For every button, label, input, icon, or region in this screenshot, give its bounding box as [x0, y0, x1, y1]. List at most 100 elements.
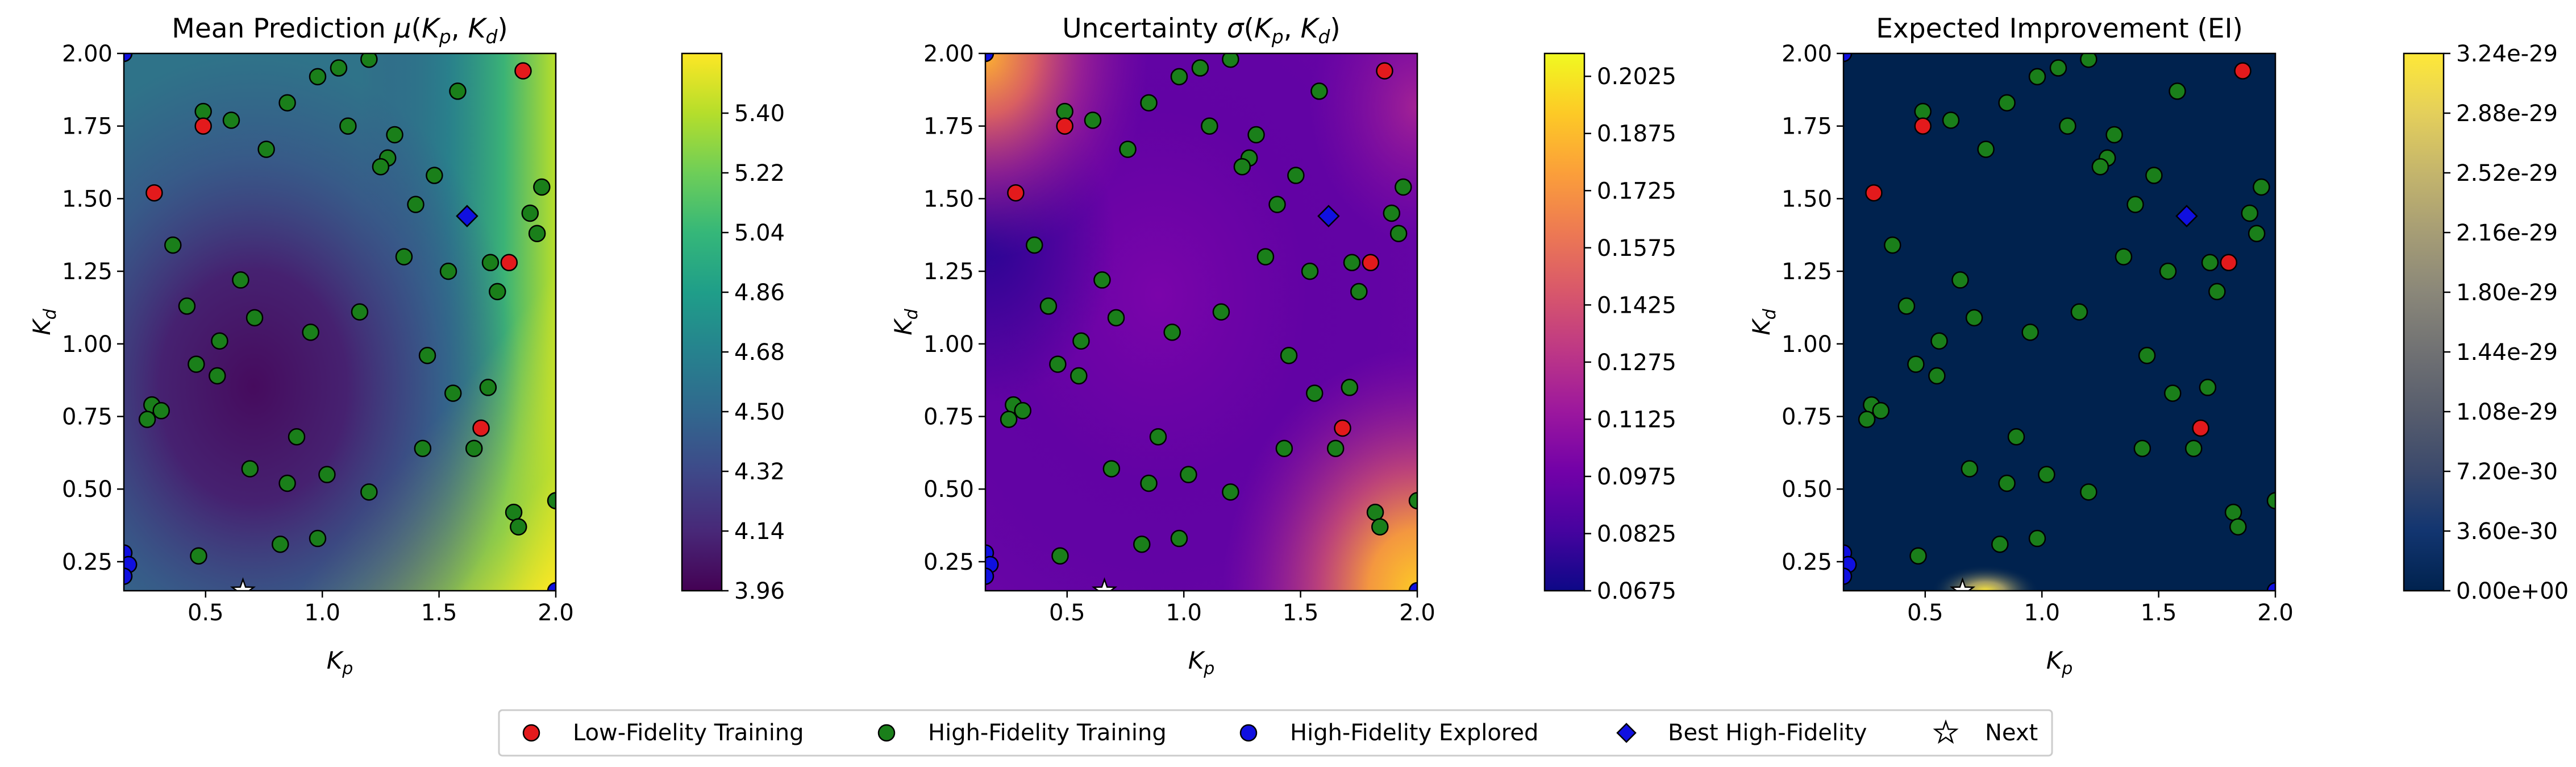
chart-title: Mean Prediction μ(Kp, Kd) [172, 13, 507, 48]
high-fidelity-training-point [1977, 140, 1995, 158]
y-tick-label: 1.50 [923, 186, 974, 212]
legend-item-best-high-fidelity: Best High-Fidelity [1616, 720, 1867, 746]
high-fidelity-training-point [271, 536, 289, 553]
high-fidelity-training-point [2070, 303, 2088, 321]
y-tick-label: 1.75 [1782, 114, 1832, 140]
high-fidelity-training-point [245, 309, 264, 327]
high-fidelity-training-point [1119, 140, 1137, 158]
legend-label-high-fidelity-explored: High-Fidelity Explored [1290, 720, 1538, 746]
x-tick-label: 0.5 [1907, 600, 1944, 626]
high-fidelity-explored-point [124, 53, 133, 63]
high-fidelity-training-point [426, 167, 443, 184]
high-fidelity-training-point [1884, 236, 1901, 254]
y-axis-label: Kd [28, 308, 60, 335]
high-fidelity-training-point [190, 547, 207, 565]
high-fidelity-training-point [1233, 157, 1251, 176]
x-axis-label: Kp [1188, 646, 1215, 679]
legend-label-next: Next [1985, 720, 2038, 746]
high-fidelity-training-point [2115, 248, 2133, 266]
colorbar-tick-label: 1.80e-29 [2456, 280, 2558, 306]
next-point [1091, 577, 1118, 591]
high-fidelity-explored-point [1843, 567, 1853, 585]
high-fidelity-training-point [1140, 474, 1158, 492]
colorbar-tick-label: 4.14 [734, 519, 785, 545]
x-tick-label: 2.0 [538, 600, 574, 626]
high-fidelity-training-point [1212, 303, 1230, 321]
y-tick-label: 1.00 [1782, 331, 1832, 358]
high-fidelity-training-point [386, 126, 403, 144]
y-tick-label: 0.50 [62, 476, 113, 503]
high-fidelity-training-point [479, 379, 497, 396]
y-tick-label: 2.00 [1782, 41, 1832, 67]
x-tick-label: 1.5 [1283, 600, 1319, 626]
high-fidelity-training-point [2241, 204, 2259, 222]
high-fidelity-training-point [2248, 225, 2266, 242]
high-fidelity-explored-point [124, 567, 133, 585]
high-fidelity-training-point [222, 111, 240, 129]
y-tick-label: 0.75 [923, 404, 974, 430]
high-fidelity-training-point [2201, 254, 2219, 272]
low-fidelity-training-point [514, 62, 532, 80]
high-fidelity-explored-point [2266, 582, 2275, 591]
next-point [1949, 577, 1976, 591]
high-fidelity-training-point [211, 332, 228, 350]
high-fidelity-training-point [505, 503, 523, 521]
high-fidelity-explored-point [1843, 53, 1853, 63]
high-fidelity-training-point [2038, 466, 2055, 483]
high-fidelity-training-point [288, 428, 306, 446]
high-fidelity-training-point [152, 402, 170, 420]
high-fidelity-training-point [2184, 440, 2203, 457]
high-fidelity-training-point [1102, 460, 1121, 478]
colorbar-tick-label: 1.08e-29 [2456, 399, 2558, 425]
high-fidelity-training-point [439, 262, 457, 280]
high-fidelity-explored-point [985, 53, 994, 63]
x-tick-label: 0.5 [1049, 600, 1085, 626]
high-fidelity-explored-point [1408, 582, 1417, 591]
high-fidelity-training-point [407, 196, 425, 213]
high-fidelity-training-point [1149, 428, 1167, 446]
high-fidelity-training-point [330, 59, 348, 77]
low-fidelity-training-point [194, 117, 212, 135]
y-tick-label: 1.00 [923, 331, 974, 358]
heatmap-field [1843, 53, 2275, 591]
low-fidelity-training-point [2192, 419, 2209, 437]
high-fidelity-training-point [1872, 402, 1890, 420]
legend-item-high-fidelity-training: High-Fidelity Training [877, 720, 1167, 746]
y-axis-label: Kd [889, 308, 922, 335]
high-fidelity-training-point [360, 53, 378, 68]
high-fidelity-training-point [1366, 503, 1384, 521]
high-fidelity-training-point [418, 346, 436, 364]
plot-frame [984, 52, 1418, 592]
colorbar-tick-label: 1.44e-29 [2456, 339, 2558, 366]
y-tick-label: 1.25 [62, 259, 113, 285]
next-point [230, 577, 256, 591]
colorbar-tick-label: 4.32 [734, 459, 785, 485]
high-fidelity-training-point [2199, 379, 2217, 396]
low-fidelity-training-point [1334, 419, 1351, 437]
x-tick-label: 0.5 [188, 600, 224, 626]
high-fidelity-explored-point [985, 567, 994, 585]
y-tick-label: 1.25 [923, 259, 974, 285]
heatmap-field [985, 53, 1417, 591]
high-fidelity-training-point [2138, 346, 2156, 364]
y-tick-label: 0.25 [62, 549, 113, 575]
high-fidelity-training-point [1942, 111, 1960, 129]
legend-label-low-fidelity: Low-Fidelity Training [573, 720, 804, 746]
high-fidelity-training-point [2266, 492, 2275, 509]
x-tick-label: 1.0 [2024, 600, 2060, 626]
colorbar [1543, 52, 1585, 592]
high-fidelity-training-point [533, 178, 551, 196]
x-tick-label: 1.5 [2141, 600, 2177, 626]
high-fidelity-training-point [1256, 248, 1275, 266]
legend-item-next: Next [1933, 719, 2038, 746]
high-fidelity-training-point [449, 82, 467, 100]
high-fidelity-training-point [209, 367, 226, 385]
best-high-fidelity-diamond-icon [1616, 723, 1637, 743]
high-fidelity-training-point [1287, 167, 1305, 184]
high-fidelity-training-point [302, 324, 319, 341]
y-tick-label: 1.00 [62, 331, 113, 358]
colorbar-tick-label: 2.52e-29 [2456, 160, 2558, 186]
high-fidelity-training-point [510, 518, 527, 536]
high-fidelity-training-point [1928, 367, 1946, 385]
high-fidelity-training-point [1056, 102, 1073, 121]
